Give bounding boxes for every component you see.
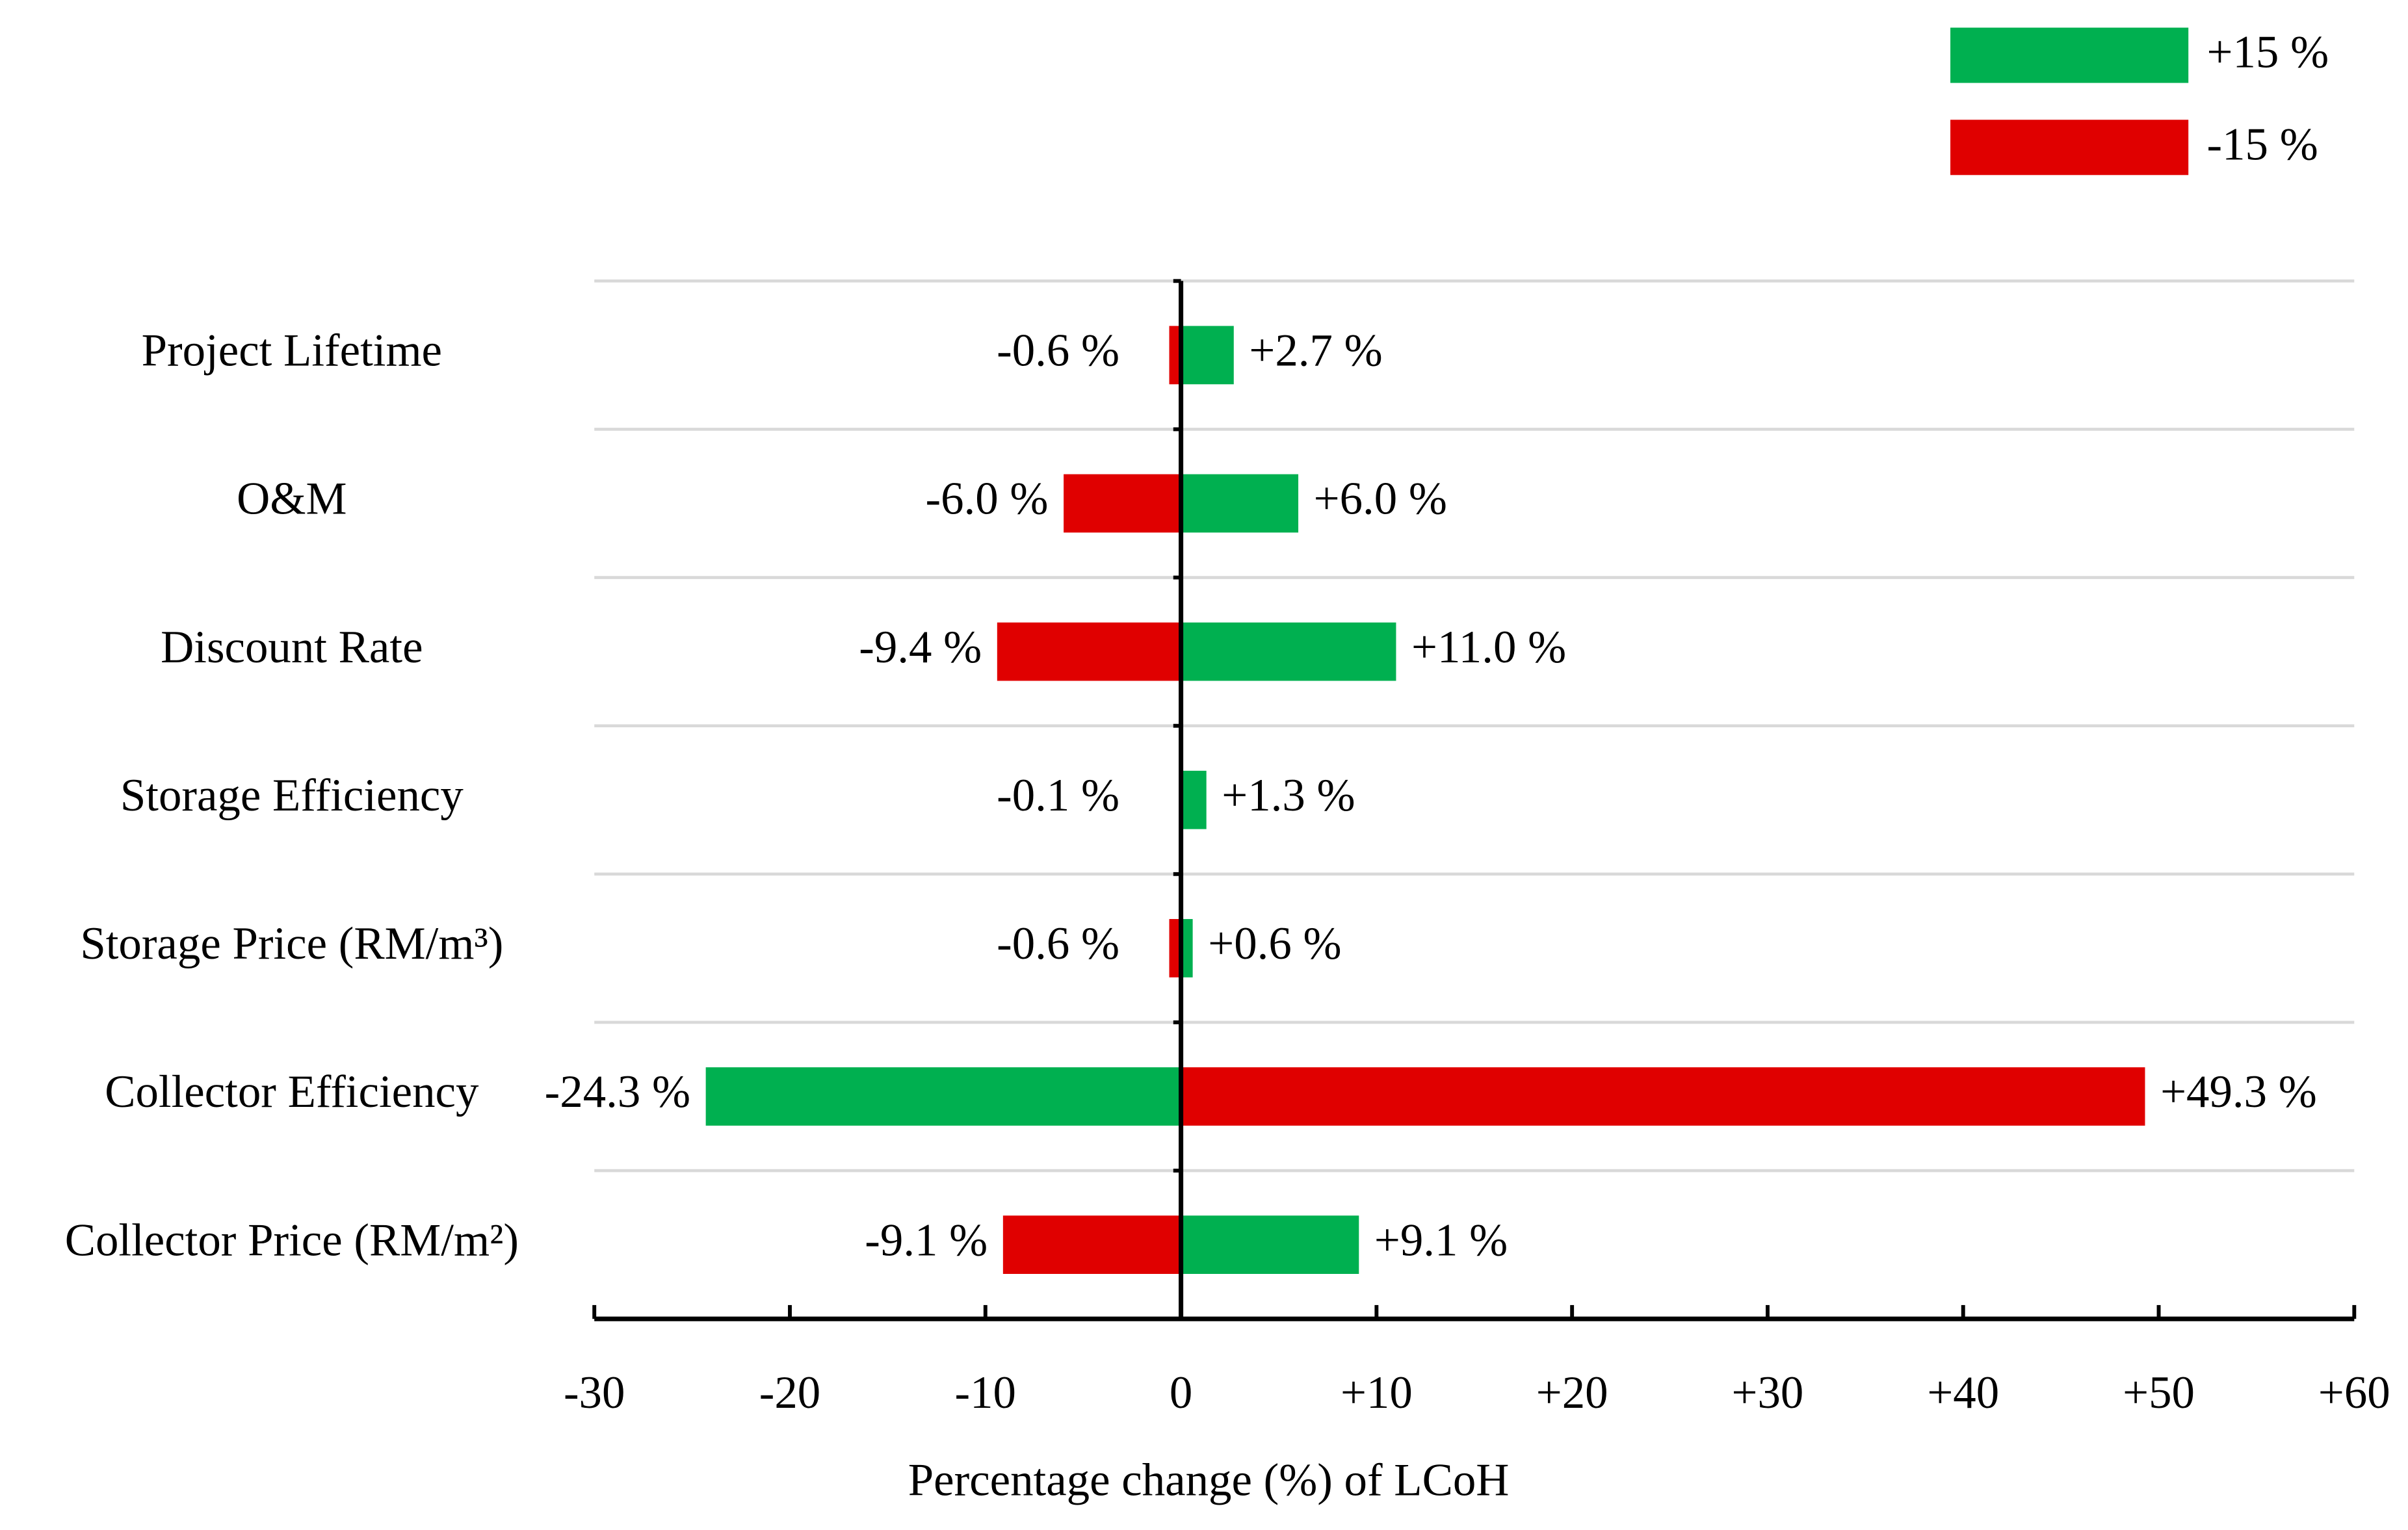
x-tick-label: +40 bbox=[1927, 1368, 1999, 1418]
bar bbox=[1181, 918, 1193, 978]
category-label: O&M bbox=[237, 474, 347, 525]
value-label: +0.6 % bbox=[1208, 918, 1341, 969]
x-tick-label: 0 bbox=[1170, 1368, 1192, 1418]
x-tick-label: -20 bbox=[759, 1368, 820, 1418]
value-label: +1.3 % bbox=[1222, 770, 1355, 821]
bar bbox=[1169, 918, 1181, 978]
x-tick-label: +60 bbox=[2318, 1368, 2390, 1418]
value-label: +11.0 % bbox=[1411, 622, 1566, 673]
bar bbox=[1169, 326, 1181, 385]
legend-label: +15 % bbox=[2207, 27, 2329, 78]
bar bbox=[1181, 1215, 1359, 1274]
value-label: -6.0 % bbox=[926, 474, 1049, 525]
bar bbox=[1181, 474, 1299, 533]
category-label: Project Lifetime bbox=[142, 326, 442, 376]
legend-swatch bbox=[1950, 27, 2189, 83]
bar bbox=[1181, 1067, 2145, 1126]
bar bbox=[705, 1067, 1181, 1126]
category-label: Collector Efficiency bbox=[105, 1067, 479, 1117]
x-tick-label: +30 bbox=[1732, 1368, 1804, 1418]
value-label: -9.1 % bbox=[865, 1215, 988, 1265]
category-label: Collector Price (RM/m²) bbox=[65, 1215, 519, 1265]
bar bbox=[997, 622, 1181, 681]
bar bbox=[1064, 474, 1181, 533]
value-label: +49.3 % bbox=[2160, 1067, 2317, 1117]
value-label: +6.0 % bbox=[1314, 474, 1447, 525]
legend-swatch bbox=[1950, 120, 2189, 175]
bar bbox=[1002, 1215, 1181, 1274]
bar bbox=[1181, 770, 1207, 829]
x-tick-label: -30 bbox=[564, 1368, 625, 1418]
category-label: Storage Efficiency bbox=[120, 770, 464, 821]
value-label: -0.6 % bbox=[997, 918, 1119, 969]
category-label: Storage Price (RM/m³) bbox=[80, 918, 503, 969]
value-label: +9.1 % bbox=[1374, 1215, 1508, 1265]
category-label: Discount Rate bbox=[161, 622, 423, 673]
bar bbox=[1181, 326, 1234, 385]
value-label: -0.1 % bbox=[997, 770, 1119, 821]
bar bbox=[1181, 622, 1396, 681]
value-label: +2.7 % bbox=[1249, 326, 1382, 376]
legend-label: -15 % bbox=[2207, 119, 2318, 170]
value-label: -0.6 % bbox=[997, 326, 1119, 376]
x-tick-label: +20 bbox=[1536, 1368, 1608, 1418]
x-tick-label: +50 bbox=[2123, 1368, 2195, 1418]
value-label: -24.3 % bbox=[545, 1067, 690, 1117]
value-label: -9.4 % bbox=[859, 622, 982, 673]
x-tick-label: +10 bbox=[1341, 1368, 1413, 1418]
x-axis-title: Percentage change (%) of LCoH bbox=[908, 1455, 1510, 1506]
x-tick-label: -10 bbox=[955, 1368, 1016, 1418]
